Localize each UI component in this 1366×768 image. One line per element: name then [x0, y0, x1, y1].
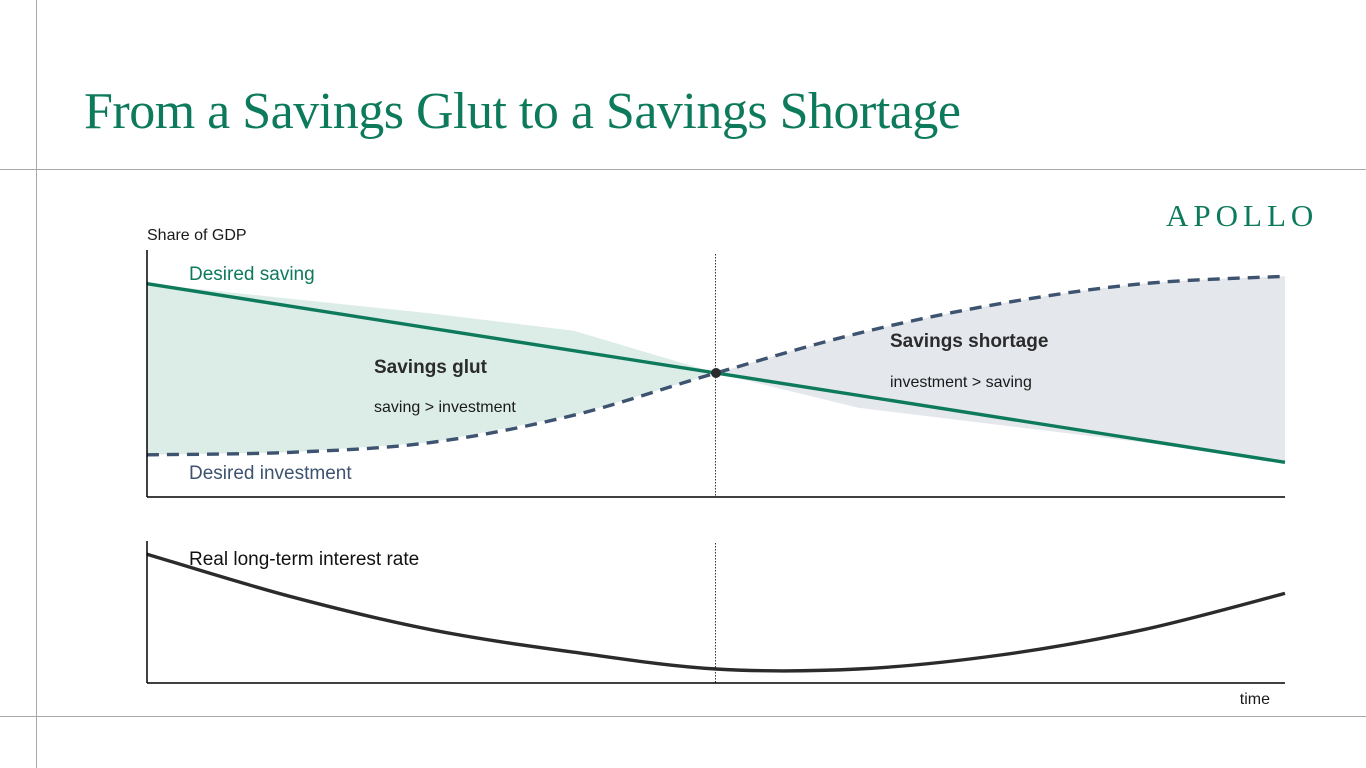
slide-title: From a Savings Glut to a Savings Shortag…: [84, 83, 961, 140]
desired-saving-label: Desired saving: [189, 264, 315, 285]
interest-rate-line: [146, 552, 1286, 673]
savings-shortage-sublabel: investment > saving: [890, 374, 1032, 391]
layout-guide-bottom: [0, 716, 1366, 717]
savings-glut-area: [147, 283, 716, 455]
savings-glut-sublabel: saving > investment: [374, 399, 516, 416]
y-axis-label: Share of GDP: [147, 227, 247, 244]
layout-guide-top: [0, 169, 1366, 170]
apollo-logo: APOLLO: [1166, 198, 1319, 233]
interest-rate-label: Real long-term interest rate: [189, 549, 419, 570]
desired-investment-label: Desired investment: [189, 463, 352, 484]
crossover-point: [711, 368, 721, 378]
desired-investment-line: [146, 274, 1286, 457]
savings-glut-label: Savings glut: [374, 357, 488, 378]
savings-shortage-label: Savings shortage: [890, 331, 1048, 352]
savings-shortage-area: [716, 276, 1285, 463]
x-axis-label: time: [1240, 691, 1270, 708]
layout-guide-vertical: [36, 0, 37, 768]
